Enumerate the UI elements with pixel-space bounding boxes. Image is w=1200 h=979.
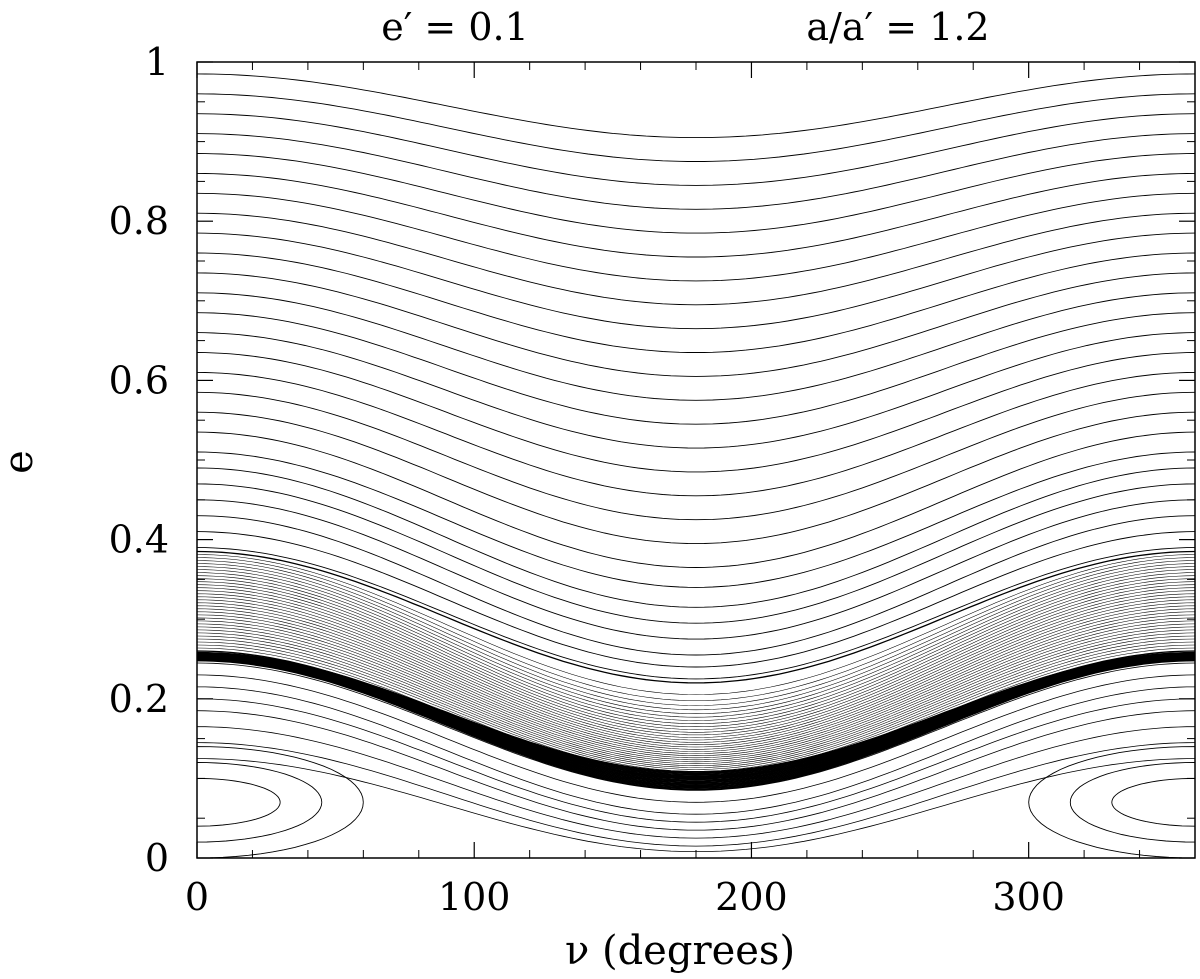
title-semimajor-ratio: a/a′ = 1.2 <box>806 5 989 49</box>
separatrix-band-line <box>196 575 1196 724</box>
x-tick-label: 300 <box>992 875 1065 919</box>
separatrix-band-line <box>196 596 1196 743</box>
separatrix-band-line <box>196 557 1196 701</box>
separatrix-band-line <box>196 581 1196 730</box>
y-tick-label: 0.6 <box>109 358 169 402</box>
separatrix-band-line <box>196 599 1196 745</box>
separatrix-band-line <box>196 611 1196 754</box>
separatrix-dense-line <box>196 651 1196 773</box>
upper-contour-line <box>196 515 1196 656</box>
upper-contour-line <box>196 411 1196 545</box>
upper-contour-line <box>196 292 1196 401</box>
separatrix-band-line <box>196 572 1196 721</box>
upper-contour-line <box>196 252 1196 353</box>
separatrix-band-line <box>196 560 1196 706</box>
libration-island-contour <box>196 762 323 843</box>
separatrix-band-line <box>196 569 1196 718</box>
upper-contour-line <box>196 431 1196 568</box>
separatrix-band-line <box>196 617 1196 759</box>
x-tick-label: 0 <box>185 875 209 919</box>
upper-contour-line <box>196 312 1196 425</box>
separatrix-dense-line <box>196 656 1196 783</box>
lower-contour-line <box>196 674 1196 803</box>
contour-curves <box>196 73 1196 859</box>
x-tick-label: 200 <box>715 875 788 919</box>
axis-ticks <box>196 61 1195 859</box>
separatrix-dense-line <box>196 654 1196 779</box>
separatrix-band-line <box>196 587 1196 736</box>
separatrix-band-line <box>196 626 1196 764</box>
separatrix-band-line <box>196 632 1196 768</box>
libration-island-contour <box>196 777 281 827</box>
lower-contour-line <box>196 710 1196 831</box>
separatrix-band-line <box>196 550 1196 684</box>
upper-contour-line <box>197 547 1195 680</box>
upper-contour-line <box>196 133 1196 210</box>
libration-island-contour <box>1111 777 1196 827</box>
upper-contour-line <box>196 391 1196 521</box>
upper-contour-line <box>196 212 1196 306</box>
upper-contour-line <box>196 499 1196 640</box>
separatrix-band-line <box>196 623 1196 763</box>
separatrix-band-line <box>196 578 1196 727</box>
upper-contour-line <box>196 531 1196 668</box>
y-axis-label: e <box>0 450 42 474</box>
lower-contour-line <box>196 698 1196 823</box>
separatrix-band-line <box>196 650 1196 780</box>
separatrix-band-line <box>196 635 1196 770</box>
upper-contour-line <box>196 483 1196 624</box>
upper-contour-line <box>196 332 1196 449</box>
separatrix-band-line <box>196 566 1196 714</box>
upper-contour-line <box>196 371 1196 497</box>
y-tick-label: 0.4 <box>109 518 169 562</box>
y-tick-label: 0.2 <box>109 677 169 721</box>
x-tick-label: 100 <box>438 875 511 919</box>
separatrix-band-line <box>196 620 1196 761</box>
upper-contour-line <box>196 73 1196 139</box>
title-eccentricity-prime: e′ = 0.1 <box>381 5 529 49</box>
lower-contour-line <box>197 726 1195 839</box>
lower-contour-line <box>197 686 1195 815</box>
libration-island-contour <box>1069 762 1196 843</box>
separatrix-dense-line <box>196 659 1196 791</box>
upper-contour-line <box>196 93 1196 162</box>
separatrix-band-line <box>196 608 1196 752</box>
separatrix-band-line <box>196 584 1196 733</box>
tick-labels: 0 100 200 300 0 0.2 0.4 0.6 0.8 1 <box>109 40 1065 919</box>
y-tick-label: 1 <box>145 40 169 84</box>
upper-contour-line <box>196 232 1196 330</box>
upper-contour-line <box>196 272 1196 377</box>
separatrix-band-line <box>196 563 1196 711</box>
upper-contour-line <box>196 451 1196 588</box>
separatrix-band-line <box>196 593 1196 741</box>
lower-contour-line <box>196 742 1196 847</box>
y-tick-label: 0 <box>145 836 169 880</box>
separatrix-band-line <box>196 605 1196 750</box>
upper-contour-line <box>196 172 1196 258</box>
upper-contour-line <box>196 192 1196 282</box>
upper-contour-line <box>196 153 1196 234</box>
separatrix-band-line <box>196 629 1196 766</box>
separatrix-band-line <box>196 554 1196 695</box>
y-tick-label: 0.8 <box>109 199 169 243</box>
upper-contour-line <box>196 113 1196 186</box>
separatrix-band-line <box>196 602 1196 748</box>
lower-contour-line <box>196 662 1196 791</box>
x-axis-label: ν (degrees) <box>565 928 795 974</box>
separatrix-band-line <box>196 590 1196 738</box>
upper-contour-line <box>196 352 1196 473</box>
upper-contour-line <box>196 467 1196 608</box>
separatrix-band-line <box>196 614 1196 756</box>
